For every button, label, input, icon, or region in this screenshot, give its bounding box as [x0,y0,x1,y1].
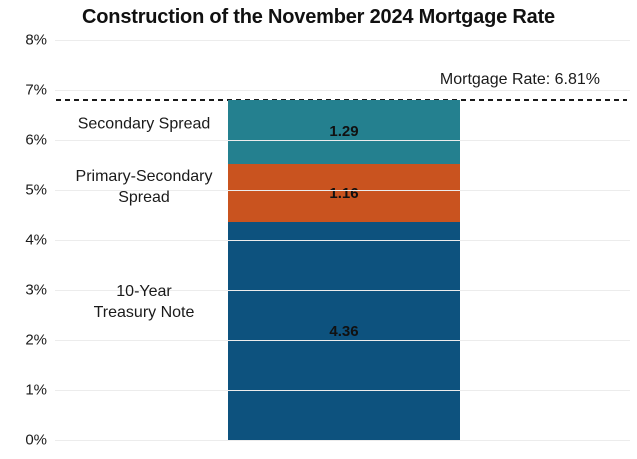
y-axis-tick-label: 7% [25,81,47,99]
y-axis-tick-label: 1% [25,381,47,399]
gridline [55,290,630,291]
y-axis-tick-label: 3% [25,281,47,299]
gridline [55,40,630,41]
chart-title: Construction of the November 2024 Mortga… [82,6,555,28]
y-axis-tick-label: 5% [25,181,47,199]
y-axis-tick-label: 0% [25,431,47,449]
gridline [55,240,630,241]
segment-value-label: 4.36 [329,322,359,340]
y-axis-tick-label: 8% [25,31,47,49]
gridline [55,140,630,141]
gridline [55,340,630,341]
y-axis-tick-label: 2% [25,331,47,349]
bar-segment-secondary-spread: 1.29 [228,99,460,164]
bar-segment-primary-secondary-spread: 1.16 [228,164,460,222]
gridline [55,90,630,91]
gridline [55,390,630,391]
gridline [55,190,630,191]
stacked-bar: 1.29 1.16 4.36 [228,99,460,440]
mortgage-rate-annotation: Mortgage Rate: 6.81% [439,71,600,88]
segment-label-primary-secondary-spread: Primary-Secondary Spread [75,168,213,206]
segment-value-label: 1.29 [329,123,359,141]
segment-value-label: 1.16 [329,184,359,202]
segment-label-secondary-spread: Secondary Spread [77,115,211,133]
gridline [55,440,630,441]
y-axis-tick-label: 4% [25,231,47,249]
segment-label-10-year-treasury-note: 10-Year Treasury Note [93,283,195,321]
y-axis-tick-label: 6% [25,131,47,149]
bar-segment-10-year-treasury-note: 4.36 [228,222,460,440]
